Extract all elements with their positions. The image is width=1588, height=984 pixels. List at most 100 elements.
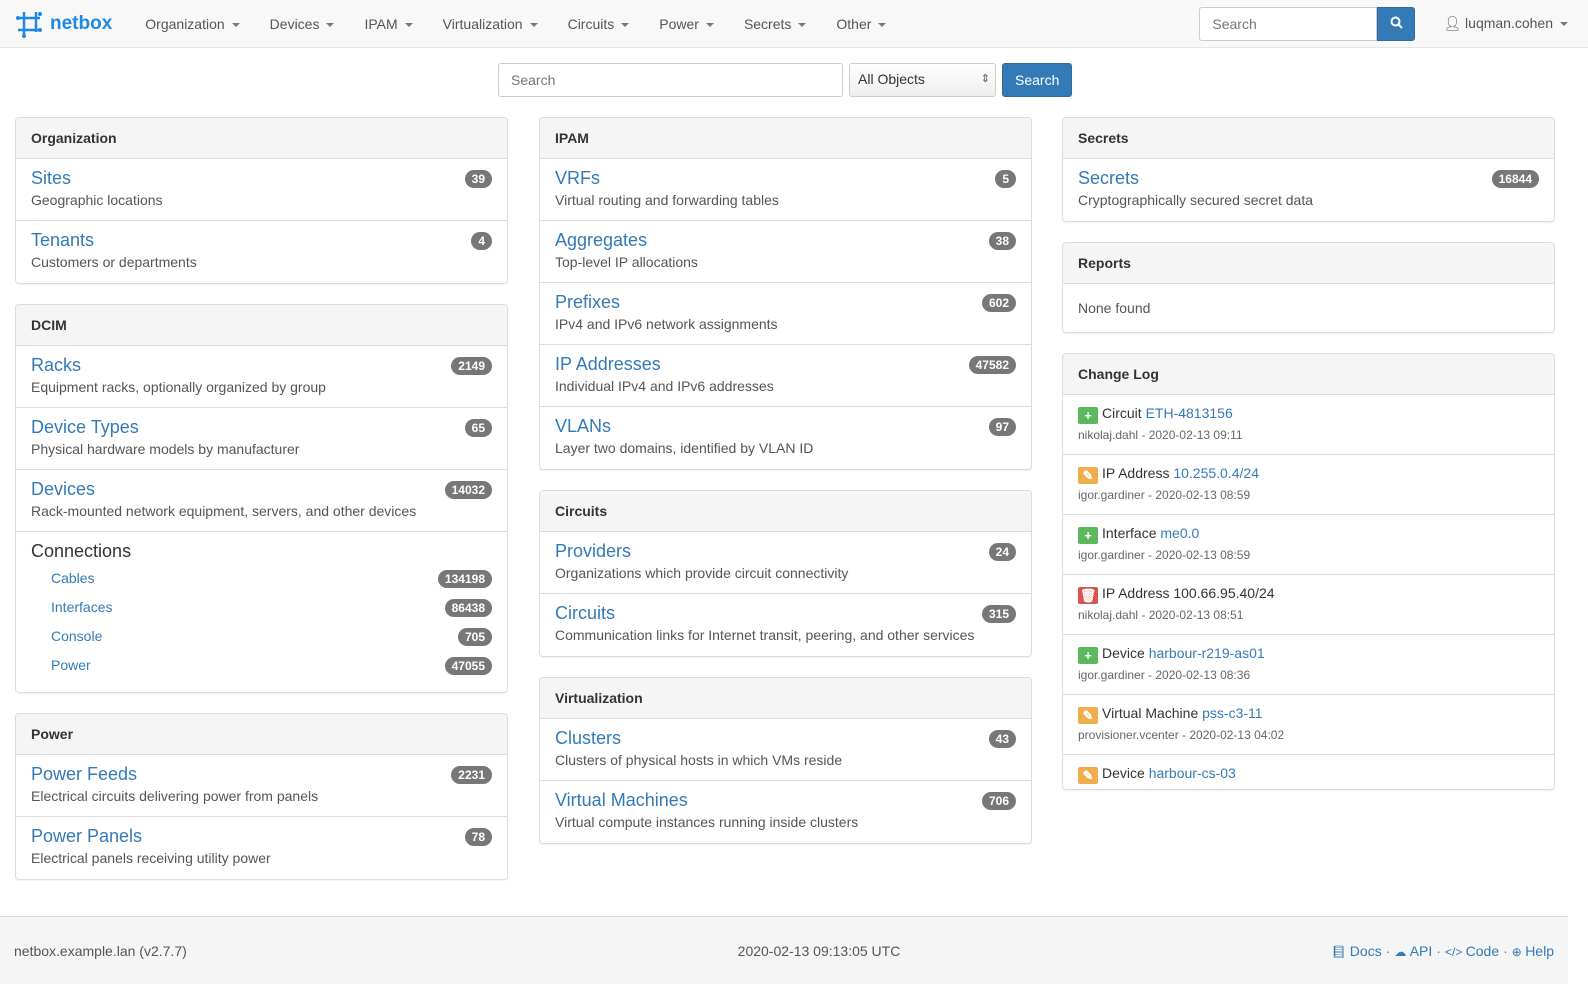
virtualization-panel: Virtualization Clusters 43 Clusters of phys… <box>539 677 1032 844</box>
nav-menu-organization[interactable]: Organization <box>130 16 254 32</box>
list-item-providers: Providers 24 Organizations which provide c… <box>540 532 1031 594</box>
item-link[interactable]: IP Addresses <box>555 354 661 374</box>
changelog-entry: 🗑︎ IP Address 100.66.95.40/24 nikolaj.dahl… <box>1063 575 1554 635</box>
item-link[interactable]: Virtual Machines <box>555 790 688 810</box>
object-type: Interface <box>1102 525 1157 541</box>
object-type: Circuit <box>1102 405 1142 421</box>
list-item-ip-addresses: IP Addresses 47582 Individual IPv4 and IPv… <box>540 345 1031 407</box>
code-icon: </> <box>1444 944 1466 959</box>
item-link[interactable]: Providers <box>555 541 632 561</box>
footer-time: 2020-02-13 09:13:05 UTC <box>737 942 901 959</box>
list-item-device-types: Device Types 65 Physical hardware models b… <box>16 408 507 470</box>
nav-menu-other[interactable]: Other <box>821 16 901 32</box>
item-description: Virtual routing and forwarding tables <box>555 192 779 208</box>
object-name[interactable]: ETH-4813156 <box>1145 405 1233 421</box>
footer: netbox.example.lan (v2.7.7) 2020-02-13 0… <box>0 916 1568 984</box>
item-link[interactable]: Racks <box>31 355 82 375</box>
panel-heading: Reports <box>1063 243 1554 284</box>
connection-item-power: Power 47055 <box>31 653 492 682</box>
connection-item-console: Console 705 <box>31 624 492 653</box>
object-name[interactable]: pss-c3-11 <box>1202 705 1263 721</box>
item-link[interactable]: VLANs <box>555 416 612 436</box>
nav-menu-circuits[interactable]: Circuits <box>553 16 645 32</box>
item-link[interactable]: Interfaces <box>51 599 113 615</box>
count-badge: 602 <box>981 294 1016 312</box>
object-name[interactable]: harbour-cs-03 <box>1148 765 1236 781</box>
nav-menu-secrets[interactable]: Secrets <box>729 16 821 32</box>
object-name[interactable]: me0.0 <box>1160 525 1200 541</box>
footer-links: 📘︎ Docs · ☁ API · </> Code · ⊕ Help <box>1331 943 1554 959</box>
nav-menu-virtualization[interactable]: Virtualization <box>428 16 553 32</box>
count-badge: 97 <box>988 418 1016 436</box>
nav-menu-power[interactable]: Power <box>644 16 729 32</box>
panel-heading: Circuits <box>540 491 1031 532</box>
item-link[interactable]: Sites <box>31 168 72 188</box>
list-item-virtual-machines: Virtual Machines 706 Virtual compute insta… <box>540 781 1031 843</box>
item-link[interactable]: VRFs <box>555 168 600 188</box>
item-description: Electrical circuits delivering power fro… <box>31 788 319 804</box>
footer-link-api[interactable]: ☁ API <box>1394 943 1432 959</box>
search-button[interactable]: Search <box>1002 63 1073 97</box>
cloud-icon: ☁ <box>1394 944 1410 959</box>
panel-heading: Change Log <box>1063 354 1554 395</box>
navbar: netbox Organization Devices IPAM Virtualiza… <box>0 0 1588 48</box>
item-link[interactable]: Power Feeds <box>31 764 138 784</box>
footer-link-help[interactable]: ⊕ Help <box>1512 943 1554 959</box>
changelog-entry: ✎ Device harbour-cs-03 <box>1063 755 1554 789</box>
item-link[interactable]: Circuits <box>555 603 616 623</box>
item-description: Clusters of physical hosts in which VMs … <box>555 752 843 768</box>
list-item-secrets: Secrets 16844 Cryptographically secured se… <box>1063 159 1554 221</box>
footer-link-label: Help <box>1525 942 1554 959</box>
item-link[interactable]: Prefixes <box>555 292 621 312</box>
pencil-icon: ✎ <box>1078 767 1098 784</box>
nav-menu-ipam[interactable]: IPAM <box>349 16 427 32</box>
list-item-vlans: VLANs 97 Layer two domains, identified by … <box>540 407 1031 469</box>
user-menu[interactable]: 👤︎ luqman.cohen <box>1443 15 1568 32</box>
item-link[interactable]: Power <box>51 657 91 673</box>
entry-meta: nikolaj.dahl - 2020-02-13 08:51 <box>1078 608 1244 622</box>
nav-menu-devices[interactable]: Devices <box>255 16 350 32</box>
item-link[interactable]: Console <box>51 628 103 644</box>
list-item-sites: Sites 39 Geographic locations <box>16 159 507 221</box>
footer-link-label: Code <box>1465 942 1500 959</box>
count-badge: 39 <box>464 170 492 188</box>
list-item-circuits: Circuits 315 Communication links for Inter… <box>540 594 1031 656</box>
panel-heading: Virtualization <box>540 678 1031 719</box>
search-input[interactable] <box>498 63 843 97</box>
object-type: Device <box>1102 765 1145 781</box>
changelog-entry: ✎ Virtual Machine pss-c3-11 provisioner.vc… <box>1063 695 1554 755</box>
item-description: Rack-mounted network equipment, servers,… <box>31 503 417 519</box>
footer-link-code[interactable]: </> Code <box>1445 943 1499 959</box>
item-link[interactable]: Cables <box>51 570 95 586</box>
item-link[interactable]: Aggregates <box>555 230 648 250</box>
netbox-logo[interactable]: netbox <box>14 10 112 38</box>
count-badge: 47055 <box>444 657 492 675</box>
count-badge: 24 <box>988 543 1016 561</box>
footer-link-label: Docs <box>1349 942 1382 959</box>
footer-link-docs[interactable]: 📘︎ Docs <box>1331 943 1381 959</box>
entry-meta: igor.gardiner - 2020-02-13 08:59 <box>1078 548 1251 562</box>
object-name[interactable]: harbour-r219-as01 <box>1148 645 1265 661</box>
count-badge: 47582 <box>968 356 1016 374</box>
item-link[interactable]: Device Types <box>31 417 139 437</box>
item-link[interactable]: Tenants <box>31 230 95 250</box>
object-type: IP Address <box>1102 585 1170 601</box>
item-description: Layer two domains, identified by VLAN ID <box>555 440 814 456</box>
ipam-panel: IPAM VRFs 5 Virtual routing and forwarding … <box>539 117 1032 470</box>
separator: · <box>1385 942 1391 959</box>
changelog-entry: + Interface me0.0 igor.gardiner - 2020-02-… <box>1063 515 1554 575</box>
item-link[interactable]: Power Panels <box>31 826 143 846</box>
changelog-entry: ✎ IP Address 10.255.0.4/24 igor.gardiner -… <box>1063 455 1554 515</box>
navbar-search-button[interactable] <box>1377 6 1416 41</box>
object-name[interactable]: 10.255.0.4/24 <box>1173 465 1259 481</box>
item-description: Communication links for Internet transit… <box>555 627 975 643</box>
item-link[interactable]: Devices <box>31 479 96 499</box>
item-link[interactable]: Clusters <box>555 728 622 748</box>
list-item-devices: Devices 14032 Rack-mounted network equipme… <box>16 470 507 532</box>
circuits-panel: Circuits Providers 24 Organizations which p… <box>539 490 1032 657</box>
list-item-clusters: Clusters 43 Clusters of physical hosts in … <box>540 719 1031 781</box>
item-link[interactable]: Secrets <box>1078 168 1140 188</box>
object-type-select[interactable]: All Objects <box>849 63 996 97</box>
list-item-racks: Racks 2149 Equipment racks, optionally org… <box>16 346 507 408</box>
navbar-search-input[interactable] <box>1199 6 1378 41</box>
